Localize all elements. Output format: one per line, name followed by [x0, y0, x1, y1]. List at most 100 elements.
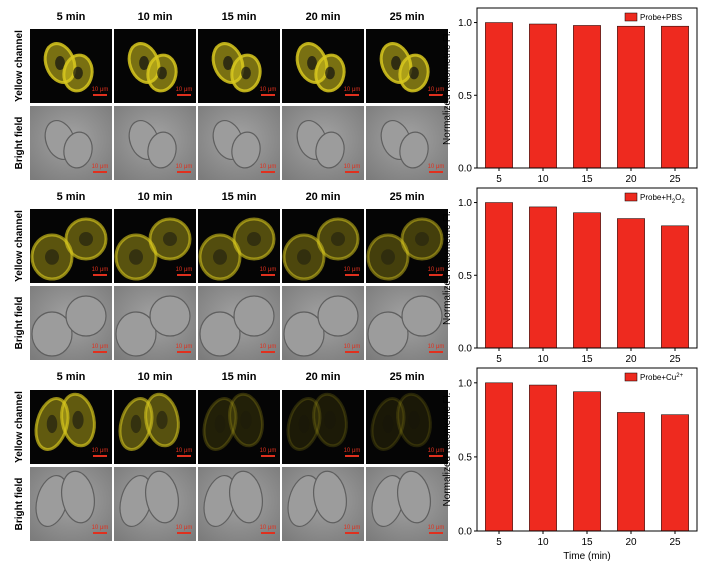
cell-outline — [317, 295, 359, 337]
plot-frame — [476, 7, 698, 169]
scale-bar-label: 10 μm — [344, 267, 361, 273]
x-tick-label: 25 — [669, 537, 681, 548]
nucleus — [213, 249, 227, 265]
bar — [617, 412, 645, 532]
x-tick-label: 5 — [496, 354, 502, 365]
time-label: 5 min — [57, 371, 86, 383]
cell-signal — [396, 392, 432, 448]
bright-field-image: 10 μm — [30, 286, 112, 360]
scale-bar-label: 10 μm — [344, 448, 361, 454]
bar — [529, 23, 557, 169]
legend-label: Probe+Cu2+ — [640, 373, 684, 382]
bright-field-image: 10 μm — [198, 106, 280, 180]
nucleus — [415, 232, 429, 246]
nucleus — [325, 66, 335, 80]
time-label: 15 min — [222, 371, 257, 383]
time-label: 25 min — [390, 191, 425, 203]
y-tick-label: 0.5 — [458, 452, 472, 463]
cell-outline — [115, 311, 157, 357]
x-axis-label: Time (min) — [563, 551, 610, 562]
time-label: 5 min — [57, 11, 86, 23]
bar-chart: 5 10 15 20 25 0.0 0.5 1.0 Normalized ratiometric… — [442, 187, 698, 365]
row-label-yellow-channel: Yellow channel — [14, 210, 25, 282]
nucleus — [391, 56, 401, 70]
cell-outline — [397, 470, 431, 524]
cell-signal — [144, 392, 180, 448]
y-tick-label: 0.0 — [458, 344, 472, 355]
bright-field-image: 10 μm — [114, 286, 196, 360]
y-tick-label: 0.0 — [458, 164, 472, 175]
scale-bar-label: 10 μm — [260, 267, 277, 273]
bar-charts: 5 10 15 20 25 0.0 0.5 1.0 Normalized ratiometric… — [442, 7, 698, 562]
row-label-bright-field: Bright field — [14, 117, 25, 170]
image-background — [282, 390, 364, 464]
y-tick-label: 0.5 — [458, 271, 472, 282]
scale-bar-label: 10 μm — [428, 344, 445, 350]
scale-bar-label: 10 μm — [92, 164, 109, 170]
scale-bar-label: 10 μm — [428, 525, 445, 531]
y-axis-label: Normalized ratiometric Fl. — [442, 211, 453, 325]
cell-signal — [118, 397, 154, 451]
cell-outline — [147, 131, 177, 169]
cell-signal — [366, 233, 410, 281]
row-label-yellow-channel: Yellow channel — [14, 30, 25, 102]
time-label: 20 min — [306, 371, 341, 383]
cell-outline — [65, 295, 107, 337]
yellow-channel-image: 10 μm — [366, 209, 448, 283]
plot-frame — [476, 367, 698, 532]
nucleus — [55, 56, 65, 70]
x-tick-label: 10 — [537, 354, 549, 365]
image-background — [198, 390, 280, 464]
cell-outline — [313, 470, 347, 524]
y-tick-label: 0.5 — [458, 91, 472, 102]
yellow-channel-image: 10 μm — [30, 390, 112, 464]
nucleus — [331, 232, 345, 246]
legend-swatch — [624, 372, 638, 382]
scale-bar-label: 10 μm — [344, 164, 361, 170]
bright-field-image: 10 μm — [366, 286, 448, 360]
scale-bar-label: 10 μm — [344, 344, 361, 350]
time-label: 10 min — [138, 191, 173, 203]
cell-outline — [61, 470, 95, 524]
bar — [485, 382, 513, 532]
image-background — [366, 209, 448, 283]
y-axis-label: Normalized ratiometric Fl. — [442, 31, 453, 145]
scale-bar-label: 10 μm — [428, 448, 445, 454]
yellow-channel-image: 10 μm — [114, 29, 196, 103]
nucleus — [46, 414, 58, 434]
x-tick-label: 15 — [581, 354, 593, 365]
cell-outline — [401, 295, 443, 337]
x-tick-label: 20 — [625, 174, 637, 185]
bright-field-image: 10 μm — [114, 106, 196, 180]
yellow-channel-image: 10 μm — [30, 209, 112, 283]
image-panels: 5 min 10 min 15 min 20 min 25 min Yellow chan… — [14, 11, 448, 541]
scale-bar-label: 10 μm — [176, 164, 193, 170]
y-tick-label: 1.0 — [458, 378, 472, 389]
bright-field-image: 10 μm — [198, 286, 280, 360]
nucleus — [324, 410, 336, 430]
nucleus — [408, 410, 420, 430]
bar — [529, 384, 557, 532]
x-tick-label: 20 — [625, 537, 637, 548]
cell-signal — [198, 233, 242, 281]
y-axis-label: Normalized ratiometric Fl. — [442, 393, 453, 507]
plot-frame — [476, 187, 698, 349]
time-label: 10 min — [138, 371, 173, 383]
cell-outline — [63, 131, 93, 169]
scale-bar-label: 10 μm — [176, 267, 193, 273]
nucleus — [240, 410, 252, 430]
nucleus — [45, 249, 59, 265]
x-tick-label: 25 — [669, 174, 681, 185]
scale-bar-label: 10 μm — [92, 344, 109, 350]
cell-outline — [233, 295, 275, 337]
bar — [485, 22, 513, 169]
x-tick-label: 20 — [625, 354, 637, 365]
bright-field-image: 10 μm — [282, 286, 364, 360]
time-label: 15 min — [222, 191, 257, 203]
x-tick-label: 10 — [537, 537, 549, 548]
nucleus — [157, 66, 167, 80]
image-background — [30, 390, 112, 464]
nucleus — [214, 414, 226, 434]
x-tick-label: 15 — [581, 537, 593, 548]
bar — [661, 414, 689, 532]
